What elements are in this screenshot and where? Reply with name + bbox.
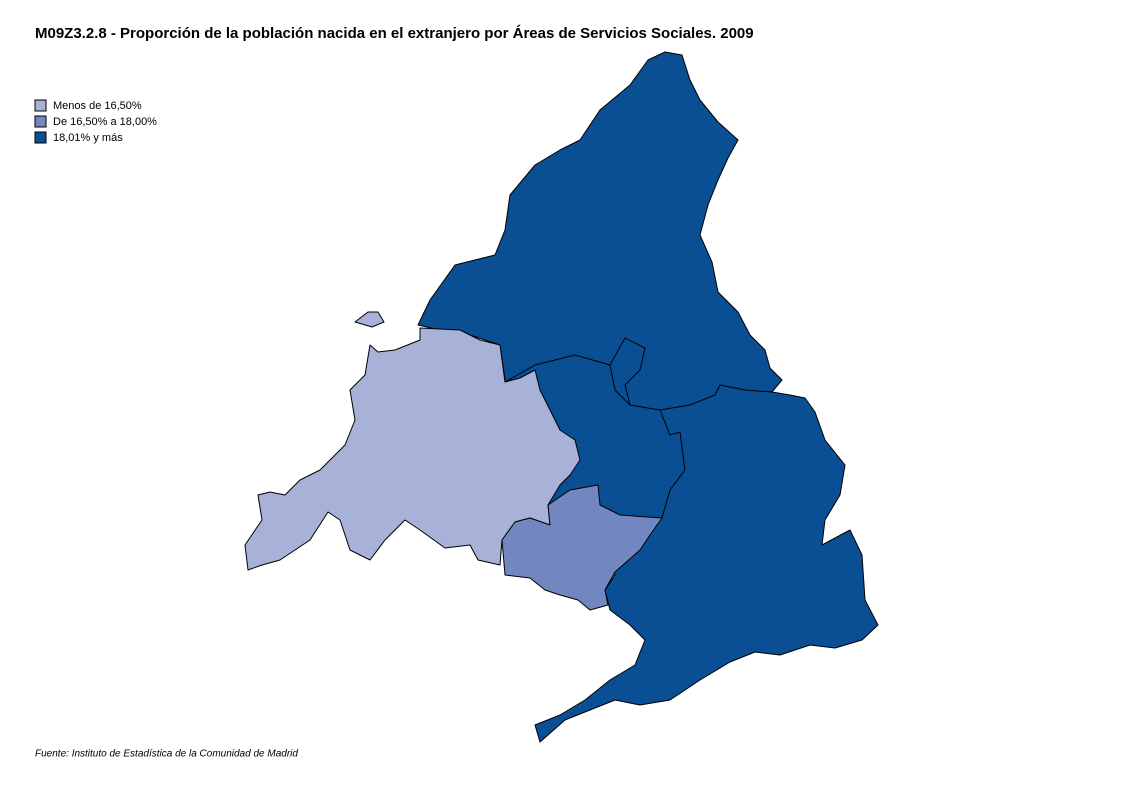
area-boundary [659, 409, 686, 519]
legend-swatch [34, 131, 47, 144]
map-title: M09Z3.2.8 - Proporción de la población n… [35, 25, 754, 42]
legend-swatch [34, 99, 47, 112]
area-boundary [504, 337, 773, 411]
source-note: Fuente: Instituto de Estadística de la C… [35, 749, 298, 760]
legend: Menos de 16,50% De 16,50% a 18,00% 18,01% … [34, 99, 157, 144]
region-high [417, 51, 879, 743]
region-medium [501, 484, 663, 611]
region-low-islet [354, 311, 385, 328]
region-low [244, 327, 581, 571]
legend-label: 18,01% y más [53, 132, 123, 144]
legend-label: De 16,50% a 18,00% [53, 116, 157, 128]
area-boundary [609, 364, 631, 406]
legend-swatch [34, 115, 47, 128]
legend-label: Menos de 16,50% [53, 100, 142, 112]
map [244, 51, 879, 743]
